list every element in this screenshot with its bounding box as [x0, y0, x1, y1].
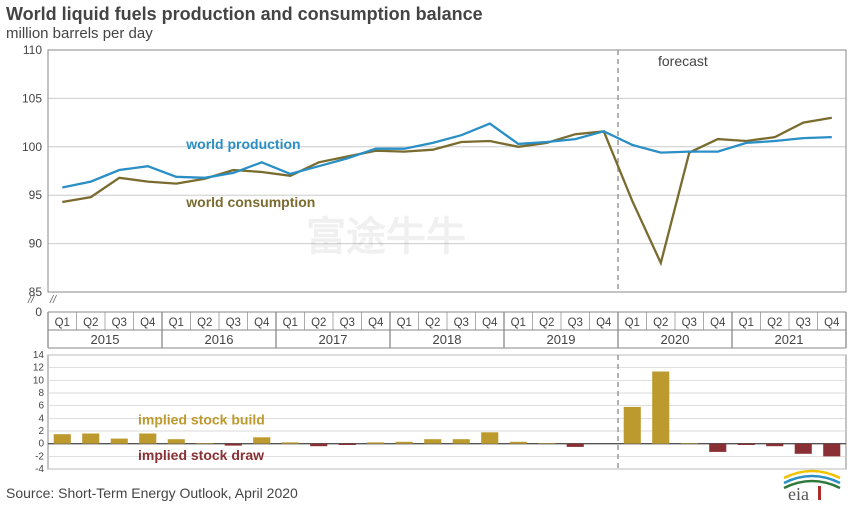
- svg-text:Q4: Q4: [140, 317, 156, 329]
- svg-text:12: 12: [33, 363, 45, 374]
- svg-text:Q3: Q3: [340, 317, 355, 329]
- bar-chart: -4 -20 2 46 8 1012 14 implied stock build implie…: [6, 351, 856, 479]
- svg-text:implied stock draw: implied stock draw: [138, 447, 264, 463]
- svg-text:4: 4: [38, 413, 44, 424]
- svg-text:Q1: Q1: [739, 317, 754, 329]
- svg-text:Q3: Q3: [112, 317, 127, 329]
- svg-text:14: 14: [33, 351, 45, 361]
- svg-text:Q3: Q3: [682, 317, 697, 329]
- svg-text:world production: world production: [185, 136, 300, 152]
- svg-text:2016: 2016: [205, 332, 234, 347]
- svg-text:105: 105: [22, 91, 42, 105]
- svg-text:8: 8: [38, 388, 44, 399]
- svg-text://: //: [27, 294, 35, 306]
- svg-text:Q1: Q1: [625, 317, 640, 329]
- svg-text:Q2: Q2: [425, 317, 440, 329]
- svg-text:Q1: Q1: [283, 317, 298, 329]
- chart-title: World liquid fuels production and consum…: [0, 0, 864, 25]
- svg-text:Q2: Q2: [767, 317, 782, 329]
- svg-text://: //: [49, 294, 57, 306]
- svg-text:implied stock build: implied stock build: [138, 412, 265, 428]
- svg-text:world consumption: world consumption: [185, 194, 315, 210]
- svg-text:Q4: Q4: [824, 317, 840, 329]
- svg-text:Q1: Q1: [169, 317, 184, 329]
- svg-text:Q2: Q2: [197, 317, 212, 329]
- svg-text:Q4: Q4: [710, 317, 726, 329]
- svg-text:Q1: Q1: [397, 317, 412, 329]
- svg-text:2019: 2019: [547, 332, 576, 347]
- svg-text:2018: 2018: [433, 332, 462, 347]
- svg-text:Q4: Q4: [254, 317, 270, 329]
- svg-text:Q3: Q3: [226, 317, 241, 329]
- svg-text:Q1: Q1: [511, 317, 526, 329]
- svg-text:-2: -2: [35, 451, 44, 462]
- svg-text:-4: -4: [35, 464, 44, 475]
- svg-text:eia: eia: [788, 484, 809, 502]
- svg-text:0: 0: [35, 305, 42, 319]
- svg-text:2015: 2015: [91, 332, 120, 347]
- svg-text:110: 110: [23, 44, 42, 57]
- svg-text:Q3: Q3: [454, 317, 469, 329]
- svg-text:10: 10: [33, 375, 45, 386]
- svg-text:Q4: Q4: [596, 317, 612, 329]
- svg-text:2: 2: [38, 426, 44, 437]
- svg-text:Q3: Q3: [796, 317, 811, 329]
- svg-text:Q2: Q2: [83, 317, 98, 329]
- svg-text:forecast: forecast: [658, 53, 708, 69]
- svg-text:Q2: Q2: [653, 317, 668, 329]
- svg-text:Q4: Q4: [368, 317, 384, 329]
- chart-subtitle: million barrels per day: [0, 25, 864, 44]
- source-text: Source: Short-Term Energy Outlook, April…: [0, 479, 864, 501]
- svg-text:95: 95: [29, 188, 43, 202]
- svg-text:90: 90: [29, 237, 43, 251]
- svg-text:Q1: Q1: [55, 317, 70, 329]
- svg-text:Q2: Q2: [311, 317, 326, 329]
- line-chart: 8590951001051100////Q1Q2Q3Q4Q1Q2Q3Q4Q1Q2…: [6, 44, 856, 349]
- svg-text:100: 100: [22, 140, 42, 154]
- svg-text:2020: 2020: [661, 332, 690, 347]
- svg-text:0: 0: [38, 439, 44, 450]
- svg-text:Q3: Q3: [568, 317, 583, 329]
- eia-logo: eia: [780, 466, 844, 502]
- svg-text:2017: 2017: [319, 332, 348, 347]
- svg-text:6: 6: [38, 401, 44, 412]
- svg-text:2021: 2021: [775, 332, 804, 347]
- svg-text:Q2: Q2: [539, 317, 554, 329]
- svg-text:Q4: Q4: [482, 317, 498, 329]
